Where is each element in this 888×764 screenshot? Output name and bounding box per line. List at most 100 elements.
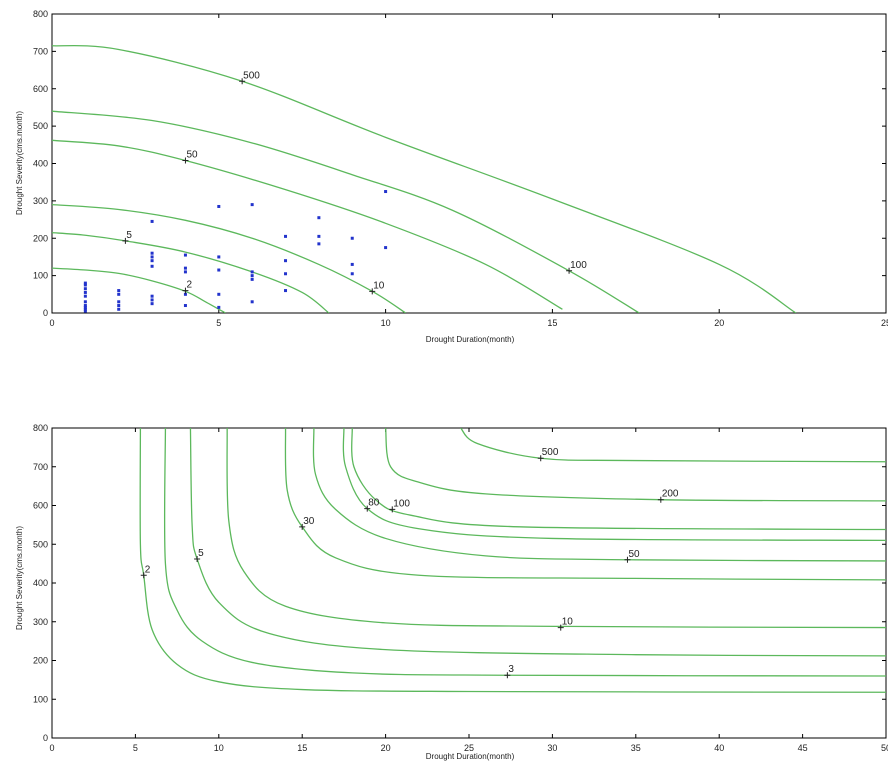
bottom-xtick-label: 50 xyxy=(881,743,888,753)
top-data-point xyxy=(117,289,121,293)
top-xtick-label: 25 xyxy=(881,318,888,328)
bottom-chart-xlabel: Drought Duration(month) xyxy=(426,752,515,761)
bottom-contour-50 xyxy=(312,428,886,562)
bottom-chart: Drought Duration(month) Drought Severity… xyxy=(15,423,888,761)
top-data-point xyxy=(384,246,388,250)
top-data-point xyxy=(317,242,321,246)
top-ytick-label: 700 xyxy=(33,46,48,56)
top-ytick-label: 0 xyxy=(43,308,48,318)
bottom-contour-marker xyxy=(557,624,564,631)
bottom-contour-10 xyxy=(226,428,886,629)
top-data-point xyxy=(350,272,354,276)
top-data-point xyxy=(284,259,288,263)
top-data-point xyxy=(183,304,187,308)
bottom-ytick-label: 100 xyxy=(33,694,48,704)
top-contour-50 xyxy=(52,139,563,310)
top-data-point xyxy=(150,294,154,298)
top-contour-label-2: 2 xyxy=(186,280,192,291)
top-data-point xyxy=(117,292,121,296)
top-data-point xyxy=(83,300,87,304)
top-data-point xyxy=(117,307,121,311)
top-contour-label-50: 50 xyxy=(186,150,198,161)
top-data-point xyxy=(250,277,254,281)
bottom-xtick-label: 5 xyxy=(133,743,138,753)
bottom-contour-marker xyxy=(299,523,306,530)
top-data-point xyxy=(317,234,321,238)
top-data-point xyxy=(350,262,354,266)
bottom-contour-5 xyxy=(189,428,886,657)
top-data-point xyxy=(117,304,121,308)
bottom-contour-3 xyxy=(163,428,886,677)
bottom-contour-label-80: 80 xyxy=(368,498,380,509)
top-plot-frame xyxy=(51,13,887,314)
bottom-contour-label-500: 500 xyxy=(542,447,559,458)
top-contour-marker xyxy=(369,288,376,295)
bottom-contour-marker xyxy=(194,555,201,562)
top-chart: Drought Duration(month) Drought Severity… xyxy=(15,9,888,344)
bottom-xtick-label: 20 xyxy=(381,743,391,753)
top-data-point xyxy=(217,255,221,259)
bottom-contour-label-3: 3 xyxy=(508,664,514,675)
top-data-point xyxy=(250,203,254,207)
top-data-point xyxy=(183,292,187,296)
bottom-contour-marker xyxy=(389,506,396,513)
bottom-ytick-label: 700 xyxy=(33,462,48,472)
top-ytick-label: 100 xyxy=(33,271,48,281)
top-xtick-label: 10 xyxy=(381,318,391,328)
top-data-point xyxy=(83,307,87,311)
bottom-contour-marker xyxy=(364,505,371,512)
bottom-xtick-label: 0 xyxy=(49,743,54,753)
bottom-contour-30 xyxy=(284,428,886,581)
bottom-ytick-label: 600 xyxy=(33,501,48,511)
top-data-point xyxy=(150,255,154,259)
top-contour-label-500: 500 xyxy=(243,70,260,81)
bottom-ytick-label: 400 xyxy=(33,578,48,588)
top-data-point xyxy=(83,309,87,313)
bottom-contour-marker xyxy=(504,672,511,679)
top-data-point xyxy=(250,270,254,274)
bottom-contour-label-2: 2 xyxy=(145,564,151,575)
top-contour-2 xyxy=(52,267,226,313)
bottom-ytick-label: 300 xyxy=(33,617,48,627)
top-data-point xyxy=(183,253,187,257)
top-xtick-label: 20 xyxy=(714,318,724,328)
top-data-point xyxy=(150,298,154,302)
top-data-point xyxy=(83,281,87,285)
bottom-contour-marker xyxy=(537,455,544,462)
top-contour-marker xyxy=(566,267,573,274)
top-xtick-label: 0 xyxy=(49,318,54,328)
bottom-contour-label-200: 200 xyxy=(662,489,679,500)
bottom-ytick-label: 0 xyxy=(43,733,48,743)
top-data-point xyxy=(150,302,154,306)
top-ytick-label: 500 xyxy=(33,121,48,131)
bottom-contour-marker xyxy=(657,496,664,503)
top-contour-label-10: 10 xyxy=(373,280,385,291)
bottom-contour-100 xyxy=(351,428,886,531)
bottom-contour-200 xyxy=(384,428,886,502)
bottom-contour-label-30: 30 xyxy=(303,516,315,527)
top-ytick-label: 800 xyxy=(33,9,48,19)
top-data-point xyxy=(284,289,288,293)
bottom-xtick-label: 30 xyxy=(547,743,557,753)
top-plot-area xyxy=(52,44,797,313)
bottom-chart-ylabel: Drought Severity(cms.month) xyxy=(15,526,24,630)
top-chart-ylabel: Drought Severity(cms.month) xyxy=(15,111,24,215)
top-data-point xyxy=(217,292,221,296)
top-data-point xyxy=(183,270,187,274)
top-contour-marker xyxy=(182,287,189,294)
top-data-point xyxy=(284,234,288,238)
bottom-xtick-label: 45 xyxy=(798,743,808,753)
top-data-point xyxy=(317,216,321,220)
bottom-contour-label-100: 100 xyxy=(393,498,410,509)
bottom-contour-marker xyxy=(140,572,147,579)
bottom-xtick-label: 15 xyxy=(297,743,307,753)
top-data-point xyxy=(83,294,87,298)
top-data-point xyxy=(150,251,154,255)
top-contour-marker xyxy=(122,237,129,244)
top-data-point xyxy=(183,266,187,270)
bottom-xtick-label: 35 xyxy=(631,743,641,753)
bottom-xtick-label: 25 xyxy=(464,743,474,753)
bottom-ytick-label: 800 xyxy=(33,423,48,433)
top-data-point xyxy=(384,190,388,194)
top-data-point xyxy=(83,290,87,294)
